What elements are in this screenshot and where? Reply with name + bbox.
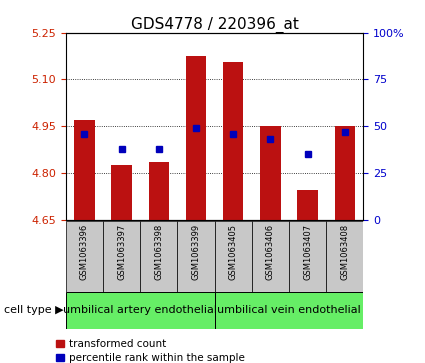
Bar xyxy=(298,190,318,220)
Text: GSM1063408: GSM1063408 xyxy=(340,224,349,280)
Bar xyxy=(252,221,289,292)
Text: GSM1063406: GSM1063406 xyxy=(266,224,275,280)
Bar xyxy=(178,221,215,292)
Text: GSM1063399: GSM1063399 xyxy=(192,224,201,280)
Text: GSM1063397: GSM1063397 xyxy=(117,224,126,280)
Bar xyxy=(74,120,95,220)
Legend: transformed count, percentile rank within the sample: transformed count, percentile rank withi… xyxy=(56,339,244,363)
Bar xyxy=(66,292,215,329)
Text: GSM1063405: GSM1063405 xyxy=(229,224,238,280)
Text: umbilical artery endothelial: umbilical artery endothelial xyxy=(63,305,217,315)
Title: GDS4778 / 220396_at: GDS4778 / 220396_at xyxy=(131,16,298,33)
Bar xyxy=(223,62,244,220)
Text: GSM1063396: GSM1063396 xyxy=(80,224,89,280)
Bar xyxy=(326,221,363,292)
Text: GSM1063407: GSM1063407 xyxy=(303,224,312,280)
Bar xyxy=(66,221,103,292)
Bar xyxy=(103,221,140,292)
Bar xyxy=(334,126,355,220)
Bar xyxy=(149,162,169,220)
Bar xyxy=(215,292,363,329)
Text: cell type ▶: cell type ▶ xyxy=(4,305,64,315)
Bar xyxy=(186,56,206,220)
Bar xyxy=(111,165,132,220)
Text: umbilical vein endothelial: umbilical vein endothelial xyxy=(217,305,361,315)
Bar xyxy=(260,126,281,220)
Bar xyxy=(215,221,252,292)
Bar xyxy=(140,221,178,292)
Text: GSM1063398: GSM1063398 xyxy=(154,224,163,280)
Bar xyxy=(289,221,326,292)
